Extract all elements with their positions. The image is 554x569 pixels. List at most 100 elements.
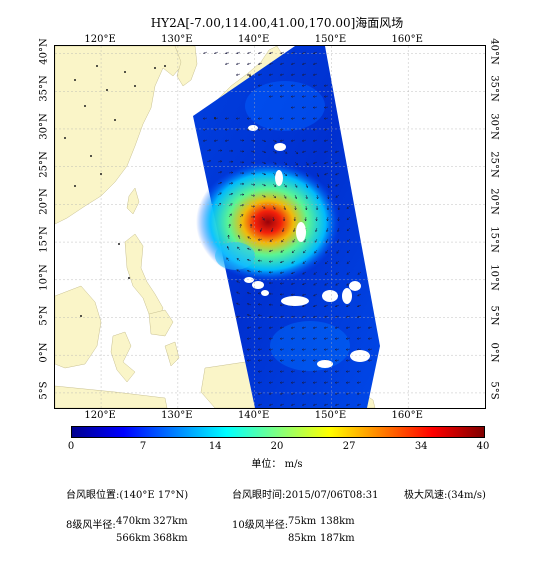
wind-arrow [228, 149, 234, 153]
wind-arrow [290, 282, 296, 285]
wind-arrow [346, 260, 351, 264]
wind-arrow [313, 293, 318, 297]
wind-arrow [246, 314, 252, 317]
wind-arrow [246, 258, 252, 262]
wind-arrow [290, 381, 296, 384]
wind-arrow [272, 194, 277, 199]
wind-arrow [312, 359, 318, 362]
wind-arrow [301, 106, 307, 109]
wind-arrow [280, 249, 285, 253]
r10-radius-ne: 75km [288, 516, 317, 527]
wind-arrow [246, 73, 252, 76]
wind-arrow [279, 95, 285, 98]
wind-arrow [257, 51, 263, 55]
wind-arrow [357, 271, 362, 275]
wind-arrow [268, 249, 274, 252]
land-taiwan [126, 187, 140, 215]
wind-arrow [257, 370, 263, 373]
wind-arrow [257, 62, 263, 65]
wind-arrow [314, 249, 318, 254]
wind-arrow [269, 238, 274, 242]
wind-arrow [290, 370, 296, 373]
wind-arrow [345, 348, 351, 351]
wind-arrow [312, 403, 318, 406]
wind-arrow [324, 260, 329, 265]
wind-arrow [303, 238, 307, 243]
wind-arrow [312, 161, 318, 165]
lat-tick-label-right: 25°N [488, 150, 500, 178]
wind-arrow [257, 403, 263, 406]
typhoon-eye-time: 台风眼时间:2015/07/06T08:31 [232, 490, 379, 501]
wind-arrow [257, 84, 263, 87]
wind-arrow [312, 106, 318, 109]
wind-arrow [323, 337, 329, 340]
wind-arrow [290, 95, 296, 98]
wind-arrow [334, 370, 340, 373]
wind-arrow [249, 223, 253, 229]
land-mindanao [148, 309, 174, 337]
wind-arrow [290, 106, 296, 109]
wind-arrow [250, 172, 256, 175]
wind-arrow [279, 381, 285, 384]
wind-arrow [257, 381, 263, 384]
wind-arrow [334, 348, 340, 351]
wind-arrow [326, 205, 330, 211]
wind-arrow [279, 392, 285, 395]
wind-arrow [290, 62, 296, 65]
wind-arrow [312, 337, 318, 340]
wind-arrow [325, 238, 329, 244]
wind-arrow [217, 171, 223, 174]
wind-arrow [290, 84, 296, 87]
lat-tick-label-left: 5°S [38, 381, 50, 400]
lon-tick-label-bottom: 120°E [84, 410, 116, 421]
wind-arrow [250, 215, 256, 219]
wind-arrow [272, 161, 277, 165]
wind-arrow [290, 348, 296, 351]
wind-arrow [326, 216, 329, 222]
wind-arrow [290, 337, 296, 340]
wind-arrow [325, 249, 329, 254]
wind-arrow [301, 304, 307, 308]
wind-arrow [324, 271, 329, 275]
wind-arrow [268, 370, 274, 373]
wind-arrow [257, 259, 263, 262]
wind-arrow [257, 303, 263, 306]
wind-arrow [345, 337, 351, 340]
wind-arrow [239, 182, 245, 186]
wind-arrow [334, 381, 340, 384]
wind-arrow [272, 150, 277, 154]
wind-arrow [235, 62, 241, 65]
wind-arrow [279, 271, 285, 274]
colorbar-tick-label: 34 [414, 441, 428, 452]
wind-arrow [236, 258, 241, 262]
wind-arrow [268, 359, 274, 362]
wind-arrow [279, 326, 285, 329]
wind-arrow [356, 315, 362, 318]
wind-patch-south [270, 321, 350, 371]
lon-tick-label-top: 150°E [314, 34, 347, 45]
r10-radius-se: 138km [320, 516, 355, 527]
wind-arrow [346, 238, 351, 243]
lat-tick-label-right: 35°N [488, 75, 500, 102]
max-wind-speed: 极大风速:(34m/s) [404, 490, 486, 501]
wind-arrow [301, 150, 307, 153]
wind-arrow [294, 205, 297, 211]
wind-arrow [283, 172, 288, 177]
wind-arrow [279, 359, 285, 362]
wind-arrow [282, 216, 286, 222]
wind-arrow [279, 62, 285, 65]
land-borneo [55, 285, 102, 369]
wind-arrow [346, 271, 351, 275]
wind-arrow [323, 381, 329, 384]
wind-arrow [312, 315, 318, 318]
wind-arrow [301, 117, 307, 120]
wind-arrow [293, 216, 297, 222]
wind-arrow [336, 238, 340, 244]
wind-arrow [335, 183, 340, 187]
lon-tick-label-bottom: 130°E [161, 410, 193, 421]
wind-arrow [224, 139, 230, 142]
wind-arrow [261, 205, 266, 209]
wind-arrow [268, 292, 274, 296]
lon-tick-label-top: 160°E [391, 34, 423, 45]
wind-arrow [345, 403, 351, 406]
